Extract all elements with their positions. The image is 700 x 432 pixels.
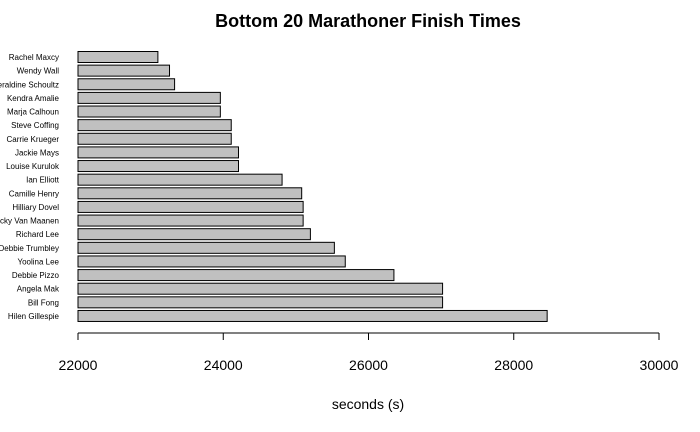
- category-label-rachel-maxcy: Rachel Maxcy: [9, 53, 59, 62]
- x-tick-label-24000: 24000: [204, 357, 243, 373]
- x-tick-label-26000: 26000: [349, 357, 388, 373]
- chart-title: Bottom 20 Marathoner Finish Times: [215, 11, 521, 31]
- category-label-richard-lee: Richard Lee: [16, 230, 60, 239]
- x-axis: 22000 24000 26000 28000 30000: [59, 332, 679, 373]
- category-label-jackie-mays: Jackie Mays: [15, 148, 59, 157]
- category-label-marja-calhoun: Marja Calhoun: [7, 108, 59, 117]
- bar-debbie-trumbley: [77, 241, 335, 254]
- bar-angela-mak: [77, 282, 444, 295]
- category-label-bill-fong: Bill Fong: [28, 298, 59, 307]
- bar-marja-calhoun: [77, 105, 221, 118]
- category-label-geraldine-schoultz: Geraldine Schoultz: [0, 80, 59, 89]
- category-label-hilen-gillespie: Hilen Gillespie: [8, 312, 60, 321]
- category-labels: Rachel Maxcy Wendy Wall Geraldine Schoultz…: [0, 53, 60, 321]
- category-label-ian-elliott: Ian Elliott: [26, 176, 60, 185]
- bar-geraldine-schoultz: [77, 78, 176, 91]
- bar-debbie-pizzo: [77, 269, 395, 282]
- category-label-wendy-wall: Wendy Wall: [17, 67, 59, 76]
- category-label-camille-henry: Camille Henry: [9, 189, 59, 198]
- category-label-yoolina-lee: Yoolina Lee: [17, 257, 59, 266]
- category-label-louise-kurulok: Louise Kurulok: [6, 162, 60, 171]
- x-axis-label: seconds (s): [332, 396, 404, 412]
- x-tick-label-28000: 28000: [494, 357, 533, 373]
- bar-carrie-krueger: [77, 132, 232, 145]
- x-tick-label-22000: 22000: [59, 357, 98, 373]
- category-label-hilliary-dovel: Hilliary Dovel: [12, 203, 59, 212]
- bar-hilen-gillespie: [77, 309, 548, 322]
- bar-becky-van-maanen: [77, 214, 304, 227]
- bar-camille-henry: [77, 187, 303, 200]
- bar-louise-kurulok: [77, 160, 239, 173]
- bar-jackie-mays: [77, 146, 239, 159]
- category-label-kendra-amalie: Kendra Amalie: [7, 94, 60, 103]
- x-tick-label-30000: 30000: [640, 357, 679, 373]
- bar-richard-lee: [77, 228, 311, 241]
- bar-hilliary-dovel: [77, 200, 304, 213]
- bar-bill-fong: [77, 296, 444, 309]
- category-label-becky-van-maanen: Becky Van Maanen: [0, 217, 59, 226]
- bar-yoolina-lee: [77, 255, 346, 268]
- category-label-steve-coffing: Steve Coffing: [11, 121, 59, 130]
- bar-ian-elliott: [77, 173, 283, 186]
- category-label-debbie-trumbley: Debbie Trumbley: [0, 244, 59, 253]
- category-label-angela-mak: Angela Mak: [17, 285, 60, 294]
- bar-rachel-maxcy: [77, 51, 159, 63]
- bar-wendy-wall: [77, 64, 171, 77]
- category-label-carrie-krueger: Carrie Krueger: [7, 135, 60, 144]
- category-label-debbie-pizzo: Debbie Pizzo: [12, 271, 60, 280]
- bar-kendra-amalie: [77, 91, 221, 104]
- bars-group: [77, 51, 548, 322]
- bar-steve-coffing: [77, 119, 232, 132]
